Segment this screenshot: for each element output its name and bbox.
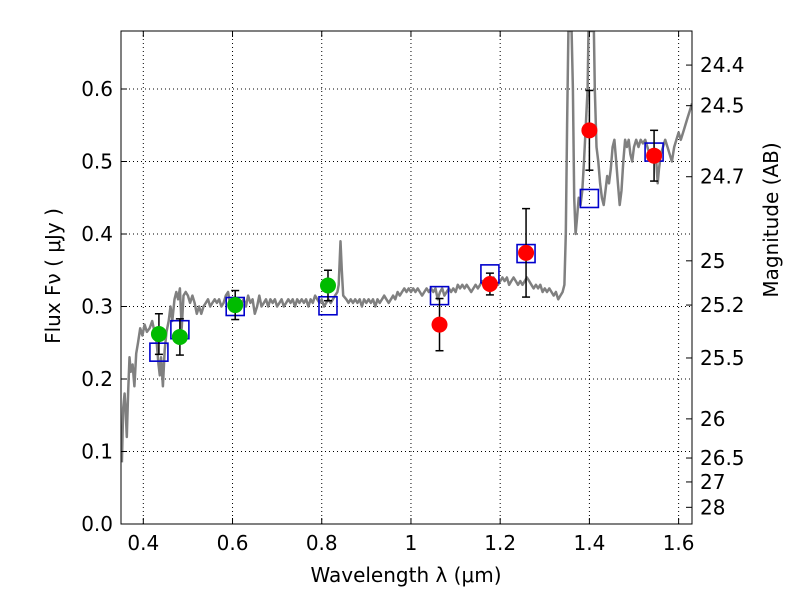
model-flux-square <box>579 188 600 209</box>
x-tick-label: 0.4 <box>127 531 159 555</box>
y-tick-label: 0.6 <box>81 77 113 101</box>
right-tick-label: 26.5 <box>700 446 745 470</box>
optical-point <box>319 277 336 294</box>
infrared-point <box>431 316 448 333</box>
right-tick-label: 27 <box>700 470 725 494</box>
y-tick-label: 0.1 <box>81 440 113 464</box>
x-tick-label: 1.6 <box>663 531 695 555</box>
right-tick-label: 28 <box>700 495 725 519</box>
infrared-point <box>581 122 598 139</box>
right-tick-label: 25.5 <box>700 346 745 370</box>
model-spectrum-line <box>121 31 692 463</box>
x-tick-label: 1.2 <box>484 531 516 555</box>
right-tick-label: 24.4 <box>700 53 745 77</box>
right-tick-label: 24.5 <box>700 94 745 118</box>
infrared-point <box>518 244 535 261</box>
right-tick-label: 26 <box>700 407 725 431</box>
right-tick-label: 24.7 <box>700 165 745 189</box>
x-tick-label: 0.8 <box>306 531 338 555</box>
infrared-point <box>481 276 498 293</box>
x-tick-label: 1.4 <box>573 531 605 555</box>
y-tick-label: 0.3 <box>81 295 113 319</box>
x-axis-title: Wavelength λ (μm) <box>310 563 501 587</box>
y-tick-label: 0.4 <box>81 222 113 246</box>
right-tick-label: 25.2 <box>700 293 745 317</box>
right-tick-label: 25 <box>700 249 725 273</box>
y-tick-label: 0.0 <box>81 512 113 536</box>
grid <box>121 31 692 525</box>
optical-point <box>171 328 188 345</box>
optical-point <box>227 297 244 314</box>
x-tick-label: 0.6 <box>217 531 249 555</box>
y-tick-label: 0.5 <box>81 150 113 174</box>
data-points <box>149 89 664 362</box>
optical-point <box>150 326 167 343</box>
axis-ticks: 0.4 0.6 0.8 1 1.2 1.4 1.6 0.0 0.1 0.2 0.3 0.4 0.5 0.6… <box>81 31 745 555</box>
infrared-point <box>646 147 663 164</box>
x-tick-label: 1 <box>405 531 418 555</box>
y-axis-title: Flux Fν ( μJy ) <box>41 208 65 344</box>
plot-frame <box>120 30 693 525</box>
y-tick-label: 0.2 <box>81 367 113 391</box>
right-axis-title: Magnitude (AB) <box>759 142 783 297</box>
